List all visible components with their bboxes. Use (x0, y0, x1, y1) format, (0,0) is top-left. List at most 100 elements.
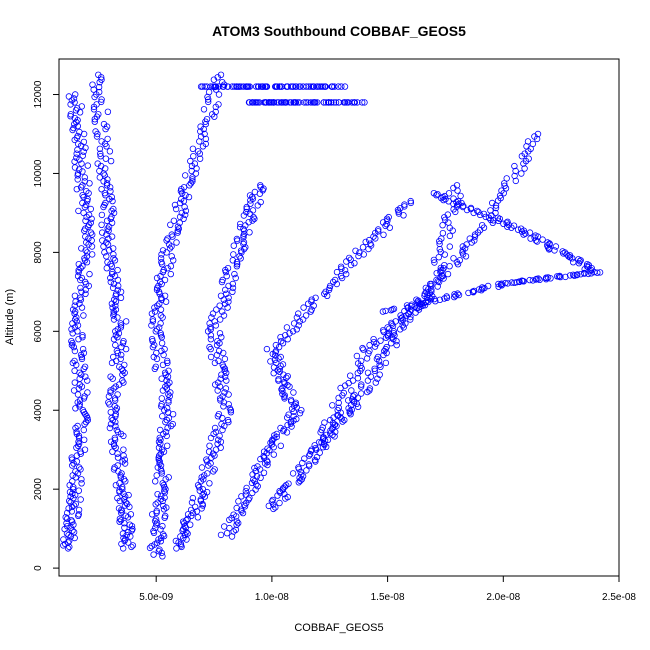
data-point (276, 365, 284, 372)
data-point (292, 99, 300, 106)
data-point (323, 431, 330, 439)
data-point (97, 152, 104, 160)
data-point (189, 145, 197, 152)
data-point (158, 259, 165, 266)
data-point (230, 528, 237, 535)
data-point (107, 157, 115, 165)
data-point (383, 215, 391, 222)
data-point (70, 484, 77, 491)
data-point (265, 99, 273, 106)
data-point (75, 511, 82, 518)
data-point (189, 494, 197, 502)
data-point (98, 96, 105, 103)
data-point (95, 88, 103, 96)
data-point (280, 426, 288, 433)
data-point (117, 474, 124, 481)
data-point (211, 424, 219, 432)
data-point (452, 292, 459, 299)
data-point (117, 320, 124, 327)
data-point (187, 180, 195, 187)
data-point (71, 357, 78, 365)
data-point (243, 205, 250, 212)
data-point (329, 402, 336, 409)
data-point (220, 312, 228, 319)
data-point (257, 198, 264, 206)
data-point (257, 182, 264, 189)
data-point (487, 207, 494, 214)
data-point (330, 99, 338, 106)
data-point (161, 369, 169, 376)
data-point (304, 99, 311, 106)
data-point (181, 203, 188, 211)
data-point (115, 381, 123, 388)
data-point (341, 267, 349, 274)
data-point (278, 338, 285, 345)
data-point (80, 436, 88, 443)
data-point (79, 263, 86, 270)
data-point (160, 502, 167, 510)
data-point (233, 521, 240, 528)
data-point (80, 148, 87, 155)
data-point (446, 232, 454, 240)
data-point (117, 351, 125, 359)
data-point (167, 422, 175, 430)
data-point (473, 207, 481, 215)
y-tick-label: 12000 (33, 80, 44, 108)
data-point (107, 438, 115, 445)
data-point (167, 263, 175, 270)
data-point (504, 280, 511, 287)
data-point (401, 307, 408, 315)
data-point (374, 353, 382, 361)
data-point (100, 120, 108, 128)
data-point (157, 526, 164, 533)
data-point (251, 464, 258, 472)
data-point (351, 391, 358, 399)
data-point (127, 511, 135, 518)
data-point (253, 83, 260, 90)
data-point (314, 83, 321, 90)
data-point (162, 383, 169, 390)
data-point (298, 407, 305, 414)
data-point (223, 272, 230, 280)
data-point (114, 494, 121, 502)
data-point (174, 223, 182, 230)
data-point (90, 106, 98, 113)
data-point (265, 502, 272, 510)
data-point (316, 449, 323, 456)
data-point (375, 357, 383, 365)
data-point (158, 280, 165, 288)
data-point (108, 193, 115, 201)
data-point (221, 286, 229, 294)
data-point (223, 290, 230, 297)
data-point (246, 494, 253, 502)
data-point (251, 188, 259, 196)
data-point (261, 83, 269, 90)
data-point (366, 341, 373, 349)
data-point (242, 83, 250, 90)
data-point (282, 332, 289, 339)
data-point (302, 312, 310, 319)
data-point (103, 253, 110, 260)
data-point (376, 361, 383, 369)
data-point (245, 218, 252, 226)
data-point (434, 278, 442, 285)
data-point (82, 290, 89, 297)
data-point (117, 517, 125, 524)
data-point (198, 464, 206, 471)
data-point (465, 289, 472, 297)
data-point (161, 276, 169, 284)
data-point (343, 270, 350, 278)
data-point (205, 88, 213, 96)
data-point (112, 341, 119, 349)
data-point (290, 389, 297, 396)
data-point (443, 293, 450, 300)
data-point (358, 381, 365, 388)
data-point (64, 539, 72, 546)
data-point (82, 373, 89, 380)
data-point (71, 367, 78, 374)
data-point (289, 328, 297, 335)
data-point (301, 455, 308, 462)
data-point (165, 367, 172, 374)
data-point (199, 486, 206, 493)
data-point (273, 83, 280, 90)
